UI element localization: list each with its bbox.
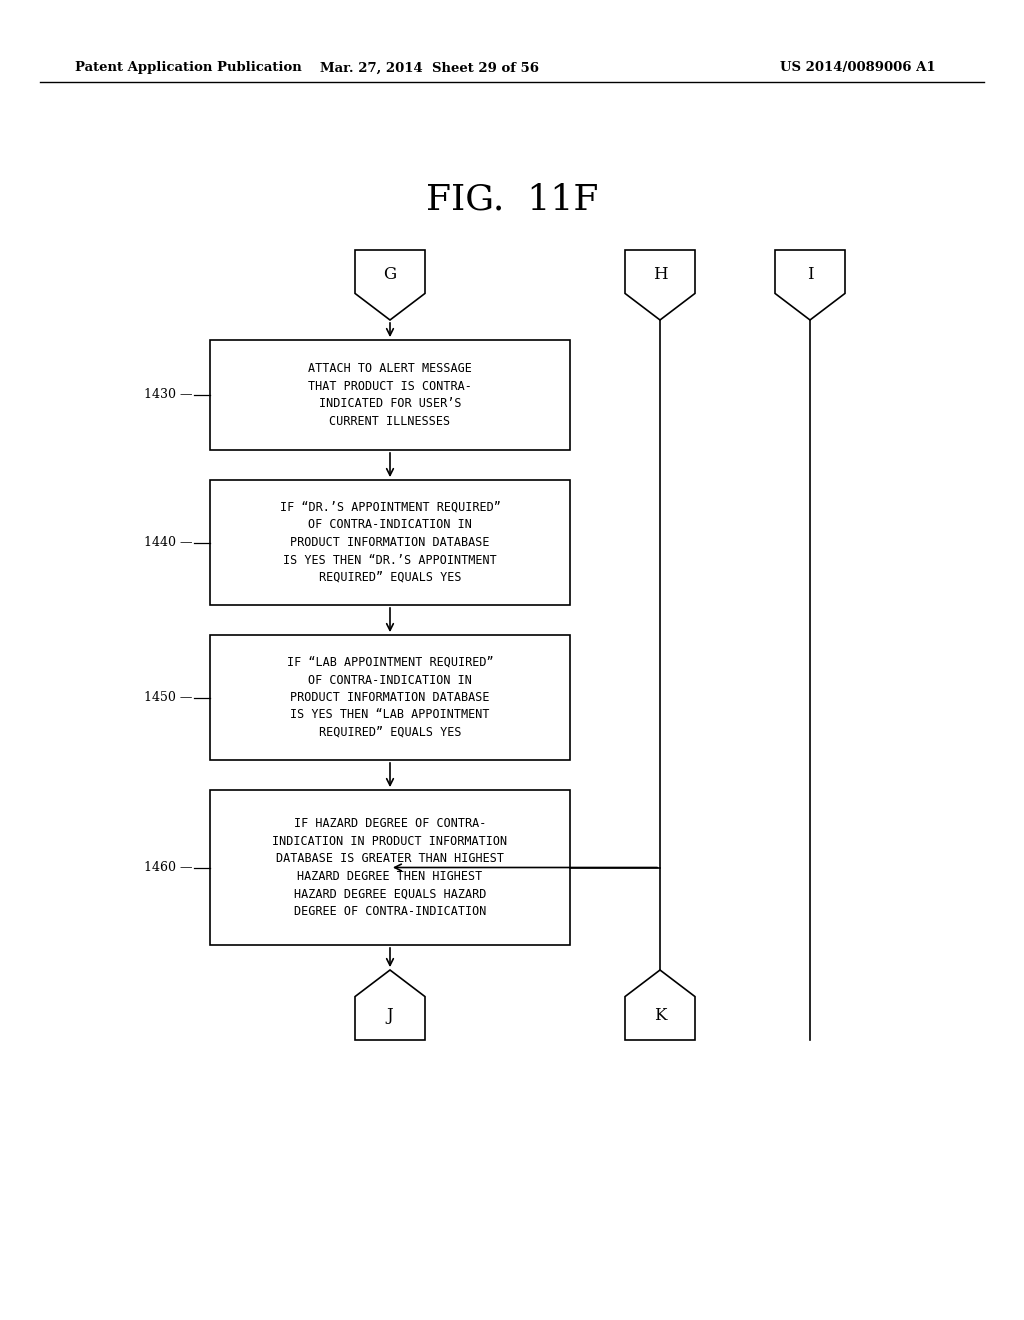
Text: 1450 —: 1450 — (143, 690, 193, 704)
Text: 1430 —: 1430 — (143, 388, 193, 401)
Text: H: H (652, 267, 668, 282)
Text: G: G (383, 267, 396, 282)
Text: K: K (653, 1007, 667, 1024)
Text: FIG.  11F: FIG. 11F (426, 183, 598, 216)
Text: IF “LAB APPOINTMENT REQUIRED”
OF CONTRA-INDICATION IN
PRODUCT INFORMATION DATABA: IF “LAB APPOINTMENT REQUIRED” OF CONTRA-… (287, 656, 494, 739)
Text: IF “DR.’S APPOINTMENT REQUIRED”
OF CONTRA-INDICATION IN
PRODUCT INFORMATION DATA: IF “DR.’S APPOINTMENT REQUIRED” OF CONTR… (280, 502, 501, 583)
Text: Patent Application Publication: Patent Application Publication (75, 62, 302, 74)
Text: 1440 —: 1440 — (143, 536, 193, 549)
Text: IF HAZARD DEGREE OF CONTRA-
INDICATION IN PRODUCT INFORMATION
DATABASE IS GREATE: IF HAZARD DEGREE OF CONTRA- INDICATION I… (272, 817, 508, 917)
Text: US 2014/0089006 A1: US 2014/0089006 A1 (780, 62, 936, 74)
Text: Mar. 27, 2014  Sheet 29 of 56: Mar. 27, 2014 Sheet 29 of 56 (321, 62, 540, 74)
Text: 1460 —: 1460 — (143, 861, 193, 874)
Text: I: I (807, 267, 813, 282)
Text: J: J (387, 1007, 393, 1024)
Text: ATTACH TO ALERT MESSAGE
THAT PRODUCT IS CONTRA-
INDICATED FOR USER’S
CURRENT ILL: ATTACH TO ALERT MESSAGE THAT PRODUCT IS … (308, 362, 472, 428)
